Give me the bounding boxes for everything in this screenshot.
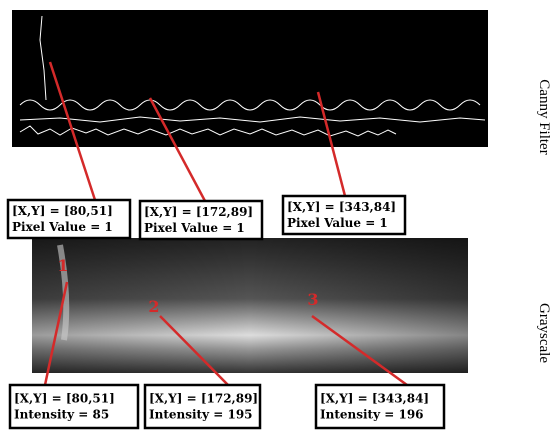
canny-image [12,10,488,147]
callout-value: Intensity = 85 [14,408,109,422]
callout-frame [281,194,407,236]
callout-frame [8,383,140,430]
marker-number: 3 [307,290,318,309]
callout-value: Intensity = 196 [320,408,424,422]
panel-label: Grayscale [536,303,550,363]
callout-value: Pixel Value = 1 [12,220,113,234]
callout-value: Pixel Value = 1 [287,216,388,230]
pointer-line [48,61,97,201]
pointer-line [311,314,408,387]
pointer-line [43,281,69,386]
callout-coords: [X,Y] = [80,51] [12,204,113,218]
callout-coords: [X,Y] = [172,89] [144,205,253,219]
pointer-line [148,97,207,202]
callout-coords: [X,Y] = [343,84] [287,200,396,214]
callout-box: [X,Y] = [343,84] Intensity = 196 [314,383,446,430]
marker-number: 2 [148,297,159,316]
pointer-line [316,91,347,197]
callout-coords: [X,Y] = [80,51] [14,392,115,406]
grayscale-shade [32,238,468,373]
callout-coords: [X,Y] = [343,84] [320,392,429,406]
callout-value: Intensity = 195 [149,408,253,422]
grayscale-flare [57,244,70,341]
callout-frame [143,383,262,430]
panel-label: Canny Filter [536,79,550,154]
marker-number: 1 [57,256,68,275]
callout-box: [X,Y] = [172,89] Pixel Value = 1 [138,199,264,241]
callout-box: [X,Y] = [80,51] Intensity = 85 [8,383,140,430]
callout-box: [X,Y] = [343,84] Pixel Value = 1 [281,194,407,236]
callout-box: [X,Y] = [80,51] Pixel Value = 1 [6,198,132,240]
callout-coords: [X,Y] = [172,89] [149,392,258,406]
callout-box: [X,Y] = [172,89] Intensity = 195 [143,383,262,430]
callout-frame [138,199,264,241]
callout-frame [314,383,446,430]
callout-frame [6,198,132,240]
pointer-line [159,315,229,386]
callout-value: Pixel Value = 1 [144,221,245,235]
